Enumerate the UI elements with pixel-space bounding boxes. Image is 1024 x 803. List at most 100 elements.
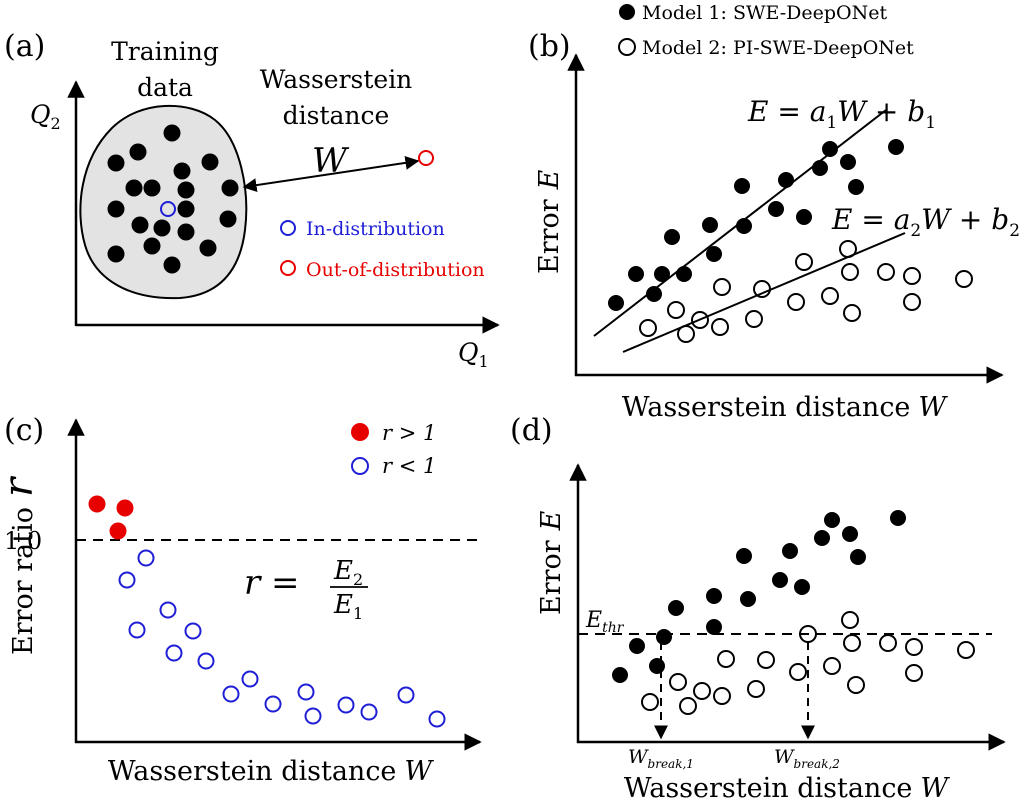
out-of-distribution-point-1 [418, 150, 434, 166]
ratio-gt-1-point-2 [116, 499, 134, 517]
panel-d-points [612, 510, 975, 715]
panel-a-points [107, 124, 434, 274]
ratio-lt-1-point-5 [165, 644, 183, 662]
model1-point-5 [668, 600, 684, 616]
legend-r-gt-1-marker [351, 423, 369, 441]
training-point-19 [163, 256, 181, 274]
model2-point-1 [639, 319, 657, 337]
model1-point-3 [654, 266, 670, 282]
panel-b-y-label: ErrorE [534, 169, 565, 274]
model2-point-3 [679, 697, 697, 715]
model2-point-3 [677, 325, 695, 343]
legend-in-distribution-marker [280, 220, 296, 236]
model1-point-12 [778, 172, 794, 188]
model1-point-12 [794, 579, 810, 595]
legend-out-of-distribution-label: Out-of-distribution [306, 259, 485, 281]
model1-point-16 [850, 549, 866, 565]
model1-point-9 [734, 178, 750, 194]
ratio-lt-1-point-13 [337, 696, 355, 714]
model2-point-17 [905, 664, 923, 682]
ratio-denominator: E1 [333, 590, 363, 623]
model1-point-9 [740, 591, 756, 607]
legend-model1-marker [619, 4, 635, 20]
model1-point-1 [608, 295, 624, 311]
panel-b-label: (b) [528, 29, 571, 64]
panel-a-label: (a) [4, 29, 45, 64]
training-point-16 [107, 245, 125, 263]
model1-point-15 [842, 526, 858, 542]
tick-1-0: 1.0 [4, 527, 42, 555]
model1-point-2 [629, 638, 645, 654]
model2-point-10 [799, 625, 817, 643]
model2-point-9 [787, 293, 805, 311]
break-2-label: Wbreak,2 [774, 746, 840, 771]
panel-c: (c) 1.0 Error ratior r > 1 r < 1 r = E2 … [0, 413, 482, 787]
ratio-lt-1-point-10 [264, 695, 282, 713]
panel-c-label: (c) [4, 413, 44, 448]
training-point-18 [199, 239, 217, 257]
model1-point-11 [782, 543, 798, 559]
model2-point-1 [641, 693, 659, 711]
panel-b-points [608, 139, 973, 343]
panel-d-label: (d) [510, 413, 553, 448]
legend-r-lt-1-marker [351, 457, 369, 475]
ratio-formula: r = E2 E1 [244, 556, 368, 623]
legend-in-distribution-label: In-distribution [306, 218, 445, 240]
ratio-lt-1-point-8 [222, 685, 240, 703]
model2-point-15 [879, 634, 897, 652]
model1-point-7 [702, 217, 718, 233]
panel-c-x-label: Wasserstein distance W [108, 756, 435, 787]
legend-out-of-distribution-marker [280, 260, 296, 276]
ratio-lt-1-point-11 [297, 683, 315, 701]
model1-point-5 [646, 286, 662, 302]
ratio-lt-1-point-3 [128, 621, 146, 639]
panel-d-x-label: Wasserstein distance W [624, 773, 951, 803]
panel-a-y-axis-label: Q2 [30, 100, 61, 133]
model1-point-13 [796, 209, 812, 225]
panel-d-y-label: ErrorE [536, 510, 567, 615]
model2-point-6 [717, 650, 735, 668]
model2-point-18 [957, 641, 975, 659]
training-point-17 [143, 237, 161, 255]
training-point-10 [107, 200, 125, 218]
training-label-line2: data [137, 73, 193, 102]
model1-point-13 [814, 530, 830, 546]
model2-point-8 [753, 280, 771, 298]
model2-point-7 [747, 680, 765, 698]
model1-point-4 [656, 629, 672, 645]
in-distribution-point-1 [160, 201, 176, 217]
model1-point-16 [840, 154, 856, 170]
training-point-5 [201, 153, 219, 171]
model2-point-8 [757, 651, 775, 669]
model2-point-2 [669, 673, 687, 691]
ratio-lt-1-point-14 [360, 703, 378, 721]
model2-point-7 [745, 310, 763, 328]
wasserstein-label-line2: distance [283, 101, 390, 130]
model2-point-18 [955, 270, 973, 288]
ratio-lt-1-point-15 [397, 686, 415, 704]
model1-point-18 [888, 139, 904, 155]
legend-model2-marker [618, 38, 636, 56]
model1-point-8 [736, 548, 752, 564]
training-point-4 [173, 162, 191, 180]
model2-point-13 [841, 263, 859, 281]
model1-point-2 [628, 266, 644, 282]
model1-point-15 [822, 141, 838, 157]
model2-point-11 [821, 287, 839, 305]
model1-point-14 [812, 160, 828, 176]
ratio-lt-1-point-4 [159, 601, 177, 619]
model2-point-5 [713, 687, 731, 705]
model1-point-6 [664, 229, 680, 245]
equation-model1: E = a1W + b1 [747, 95, 936, 133]
model2-point-12 [839, 240, 857, 258]
training-point-7 [143, 179, 161, 197]
model2-point-11 [823, 657, 841, 675]
ratio-lt-1-point-2 [118, 571, 136, 589]
model1-point-11 [768, 201, 784, 217]
ratio-lt-1-point-6 [184, 622, 202, 640]
panel-c-points [88, 495, 446, 728]
training-data-cloud [79, 104, 248, 300]
equation-model2: E = a2W + b2 [831, 203, 1020, 241]
model2-point-6 [713, 278, 731, 296]
model2-point-13 [843, 634, 861, 652]
